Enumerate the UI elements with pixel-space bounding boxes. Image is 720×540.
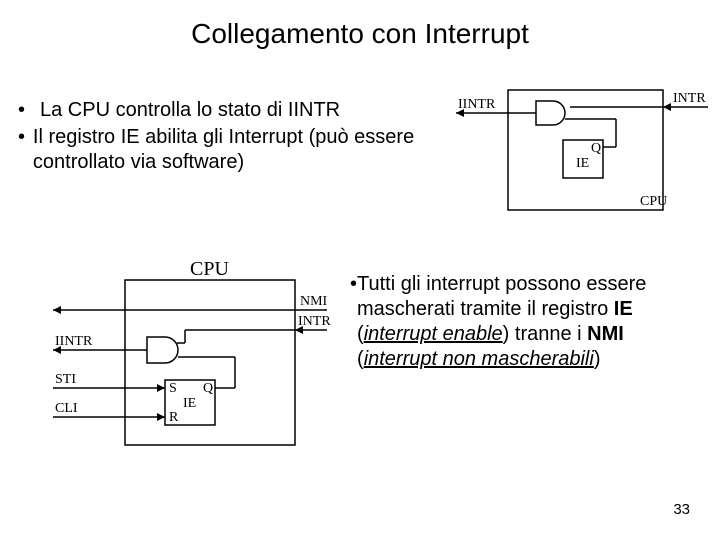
and-gate-icon <box>536 101 565 125</box>
arrowhead-icon <box>53 306 61 314</box>
nmi-label: NMI <box>300 294 328 309</box>
diagram-top: CPU INTR IINTR Q IE <box>448 85 713 220</box>
bullet-text: Tutti gli interrupt possono essere masch… <box>357 272 700 372</box>
page-number: 33 <box>673 501 690 518</box>
s-label: S <box>169 381 177 396</box>
cpu-box <box>508 90 663 210</box>
arrowhead-icon <box>157 384 165 392</box>
top-bullet-list: • La CPU controlla lo stato di IINTR • I… <box>18 98 438 177</box>
ie-label: IE <box>183 396 196 411</box>
arrowhead-icon <box>663 103 671 111</box>
diagram-bottom: CPU NMI INTR IINTR S Q IE R STI <box>35 255 335 455</box>
bottom-bullet-list: • Tutti gli interrupt possono essere mas… <box>350 272 700 372</box>
sti-label: STI <box>55 372 76 387</box>
bullet-item: • La CPU controlla lo stato di IINTR <box>18 98 438 123</box>
ie-label: IE <box>576 156 589 171</box>
page-title: Collegamento con Interrupt <box>0 18 720 50</box>
bullet-mark: • <box>350 272 357 372</box>
bullet-item: • Tutti gli interrupt possono essere mas… <box>350 272 700 372</box>
and-gate-icon <box>147 337 178 363</box>
intr-label: INTR <box>673 91 706 106</box>
bullet-mark: • <box>18 125 33 175</box>
cli-label: CLI <box>55 401 78 416</box>
bullet-text: La CPU controlla lo stato di IINTR <box>40 98 340 123</box>
bullet-item: • Il registro IE abilita gli Interrupt (… <box>18 125 438 175</box>
bullet-text: Il registro IE abilita gli Interrupt (pu… <box>33 125 438 175</box>
cpu-label: CPU <box>190 258 229 280</box>
q-label: Q <box>591 141 601 156</box>
iintr-label: IINTR <box>55 334 93 349</box>
cpu-label: CPU <box>640 194 667 209</box>
bullet-mark: • <box>18 98 40 123</box>
intr-label: INTR <box>298 314 331 329</box>
arrowhead-icon <box>157 413 165 421</box>
r-label: R <box>169 410 179 425</box>
q-label: Q <box>203 381 213 396</box>
iintr-label: IINTR <box>458 97 496 112</box>
